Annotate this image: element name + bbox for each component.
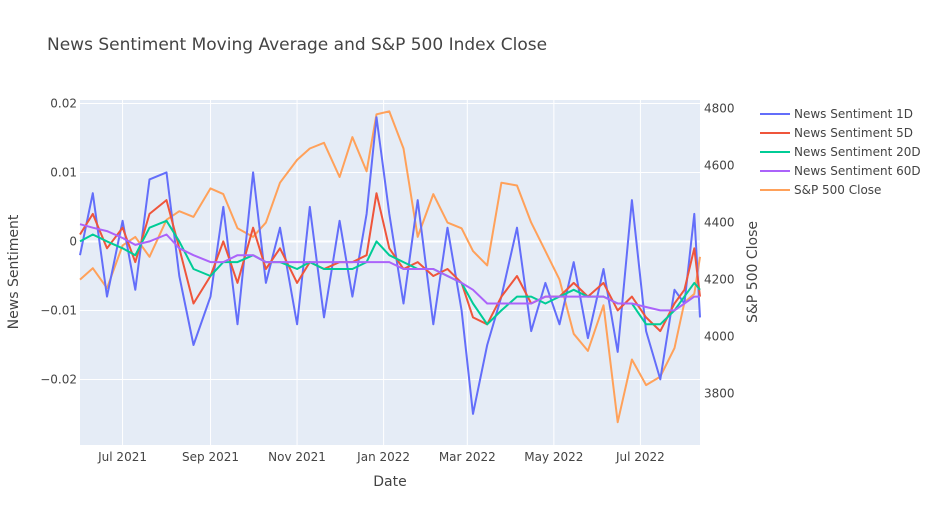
y-tick-label: −0.02 xyxy=(40,372,77,386)
x-tick-label: Jan 2022 xyxy=(356,450,410,464)
y2-axis-label: S&P 500 Close xyxy=(745,221,761,323)
y-axis-ticks: 0.02 0.01 0 −0.01 −0.02 xyxy=(40,96,77,386)
legend-label: News Sentiment 20D xyxy=(794,145,921,159)
y2-tick-label: 4000 xyxy=(704,330,735,344)
y-tick-label: −0.01 xyxy=(40,303,77,317)
legend-item[interactable]: News Sentiment 20D xyxy=(760,145,921,159)
legend-label: News Sentiment 1D xyxy=(794,107,913,121)
x-tick-label: Sep 2021 xyxy=(182,450,239,464)
legend-label: S&P 500 Close xyxy=(794,183,881,197)
x-tick-label: Jul 2022 xyxy=(615,450,665,464)
series-line-sp-500-close xyxy=(79,110,701,424)
legend-label: News Sentiment 5D xyxy=(794,126,913,140)
y2-tick-label: 4600 xyxy=(704,159,735,173)
legend-item[interactable]: S&P 500 Close xyxy=(760,183,881,197)
y-tick-label: 0 xyxy=(69,234,77,248)
y2-tick-label: 3800 xyxy=(704,387,735,401)
x-tick-label: Jul 2021 xyxy=(97,450,147,464)
x-tick-label: May 2022 xyxy=(524,450,583,464)
legend-item[interactable]: News Sentiment 60D xyxy=(760,164,921,178)
y-tick-label: 0.02 xyxy=(50,96,77,110)
legend-item[interactable]: News Sentiment 5D xyxy=(760,126,913,140)
legend-label: News Sentiment 60D xyxy=(794,164,921,178)
x-tick-label: Mar 2022 xyxy=(439,450,496,464)
grid xyxy=(80,100,700,445)
plot-area xyxy=(80,100,700,445)
x-tick-label: Nov 2021 xyxy=(268,450,326,464)
y2-axis-ticks: 4800 4600 4400 4200 4000 3800 xyxy=(704,102,735,401)
y-axis-label: News Sentiment xyxy=(6,214,22,329)
chart-title: News Sentiment Moving Average and S&P 50… xyxy=(47,35,547,55)
x-axis-ticks: Jul 2021 Sep 2021 Nov 2021 Jan 2022 Mar 2022… xyxy=(97,450,665,464)
legend-item[interactable]: News Sentiment 1D xyxy=(760,107,913,121)
x-axis-label: Date xyxy=(373,474,406,490)
y2-tick-label: 4200 xyxy=(704,273,735,287)
legend[interactable]: News Sentiment 1D News Sentiment 5D News S… xyxy=(760,107,921,197)
series-line-news-sentiment-60d xyxy=(79,223,700,312)
y-tick-label: 0.01 xyxy=(50,165,77,179)
y2-tick-label: 4400 xyxy=(704,216,735,230)
y2-tick-label: 4800 xyxy=(704,102,735,116)
series-layer xyxy=(79,110,701,424)
